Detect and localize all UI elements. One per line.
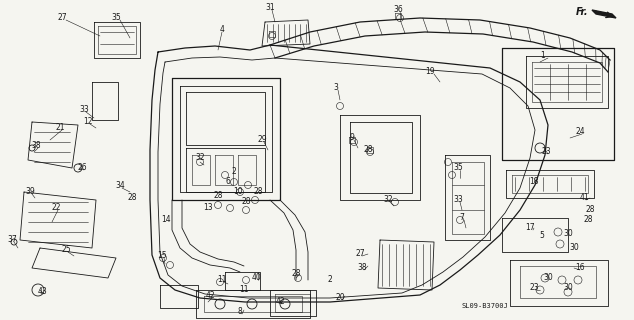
Text: 42: 42 [205,292,215,300]
Text: 16: 16 [575,263,585,273]
Text: 29: 29 [257,135,267,145]
Text: 35: 35 [453,164,463,172]
Text: 30: 30 [563,284,573,292]
Text: 34: 34 [115,181,125,190]
Text: 23: 23 [529,284,539,292]
Text: 28: 28 [291,269,301,278]
Text: 12: 12 [83,117,93,126]
Text: 1: 1 [541,51,545,60]
Text: 8: 8 [238,308,242,316]
Text: 28: 28 [127,194,137,203]
Text: 30: 30 [569,244,579,252]
Text: 9: 9 [349,133,354,142]
Polygon shape [592,10,616,18]
Text: 42: 42 [275,298,285,307]
Text: 28: 28 [213,191,223,201]
Text: 11: 11 [239,285,249,294]
Text: 38: 38 [31,141,41,150]
Text: 43: 43 [37,287,47,297]
Text: 13: 13 [203,204,213,212]
Text: 21: 21 [55,124,65,132]
Text: 2: 2 [231,167,236,177]
Text: 11: 11 [217,276,227,284]
Text: 33: 33 [453,196,463,204]
Text: 30: 30 [563,229,573,238]
Text: 35: 35 [111,13,121,22]
Text: SL09-B3700J: SL09-B3700J [462,303,508,309]
Text: 37: 37 [7,236,17,244]
Text: 19: 19 [425,68,435,76]
Text: 5: 5 [540,231,545,241]
Text: 4: 4 [219,26,224,35]
Text: 18: 18 [529,178,539,187]
Text: 28: 28 [253,188,262,196]
Text: 17: 17 [525,223,535,233]
Text: 25: 25 [61,245,71,254]
Text: Fr.: Fr. [576,7,588,17]
Text: 28: 28 [583,215,593,225]
Text: 23: 23 [541,148,551,156]
Text: 26: 26 [77,164,87,172]
Text: 33: 33 [79,106,89,115]
Text: 41: 41 [579,194,589,203]
Text: 28: 28 [363,146,373,155]
Text: 36: 36 [393,5,403,14]
Text: 31: 31 [265,4,275,12]
Text: 27: 27 [57,13,67,22]
Text: 28: 28 [585,205,595,214]
Text: 27: 27 [355,250,365,259]
Text: 22: 22 [51,204,61,212]
Text: 20: 20 [335,293,345,302]
Text: 7: 7 [460,213,465,222]
Text: 28: 28 [242,197,251,206]
Text: 10: 10 [233,188,243,196]
Text: 24: 24 [575,127,585,137]
Text: 2: 2 [328,276,332,284]
Text: 38: 38 [357,263,367,273]
Text: 32: 32 [383,196,393,204]
Text: 40: 40 [251,274,261,283]
Text: 30: 30 [543,274,553,283]
Text: 6: 6 [226,178,230,187]
Text: 3: 3 [333,84,339,92]
Text: 14: 14 [161,215,171,225]
Text: 32: 32 [195,154,205,163]
Text: 15: 15 [157,252,167,260]
Text: 39: 39 [25,188,35,196]
